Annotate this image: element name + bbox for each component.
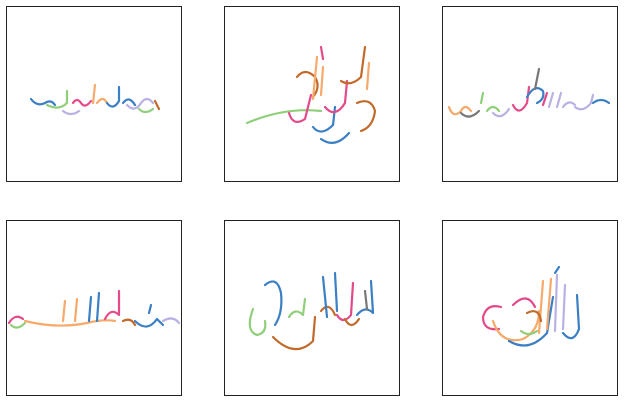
stroke [273,317,315,349]
stroke [563,295,579,338]
stroke [365,291,367,309]
stroke [357,101,375,131]
calligraphy-panel-2 [224,6,400,182]
stroke [93,85,107,103]
calligraphy-panel-5 [224,220,400,396]
calligraphy-panel-4 [6,220,182,396]
stroke [367,63,369,89]
stroke [555,275,565,331]
stroke [135,319,163,327]
stroke [549,93,575,107]
stroke [483,306,501,329]
calligraphy-drawing-3 [443,7,618,182]
stroke [593,100,609,103]
stroke [493,109,509,116]
stroke [163,318,179,323]
stroke [481,93,499,111]
stroke [105,291,119,319]
stroke [107,87,135,107]
calligraphy-panel-3 [442,6,618,182]
calligraphy-drawing-4 [7,221,182,396]
stroke [313,57,323,99]
stroke [155,101,159,109]
stroke [73,100,91,106]
calligraphy-drawing-2 [225,7,400,182]
stroke [513,298,535,307]
stroke [535,69,539,89]
stroke [123,320,135,325]
stroke [63,299,77,321]
stroke [493,311,539,340]
stroke [321,47,323,59]
stroke [89,293,99,321]
stroke [11,323,25,328]
stroke [321,307,335,315]
stroke [575,95,593,109]
stroke [555,267,559,273]
stroke [521,331,537,334]
stroke [139,109,153,112]
stroke [289,299,305,317]
stroke [513,87,529,111]
stroke [341,47,365,83]
stroke [509,297,553,346]
stroke [461,111,479,117]
stroke [149,305,151,313]
stroke [47,91,67,108]
stroke [321,133,349,143]
calligraphy-drawing-1 [7,7,182,182]
stroke [247,110,321,123]
calligraphy-panel-1 [6,6,182,182]
calligraphy-drawing-6 [443,221,618,396]
stroke [9,317,23,323]
stroke [323,273,337,317]
calligraphy-drawing-5 [225,221,400,396]
stroke [25,320,115,325]
stroke [337,283,353,320]
calligraphy-panel-6 [442,220,618,396]
stroke [31,99,55,105]
stroke [63,111,79,114]
stroke [250,309,266,335]
stroke [289,95,311,122]
stroke [265,281,281,325]
